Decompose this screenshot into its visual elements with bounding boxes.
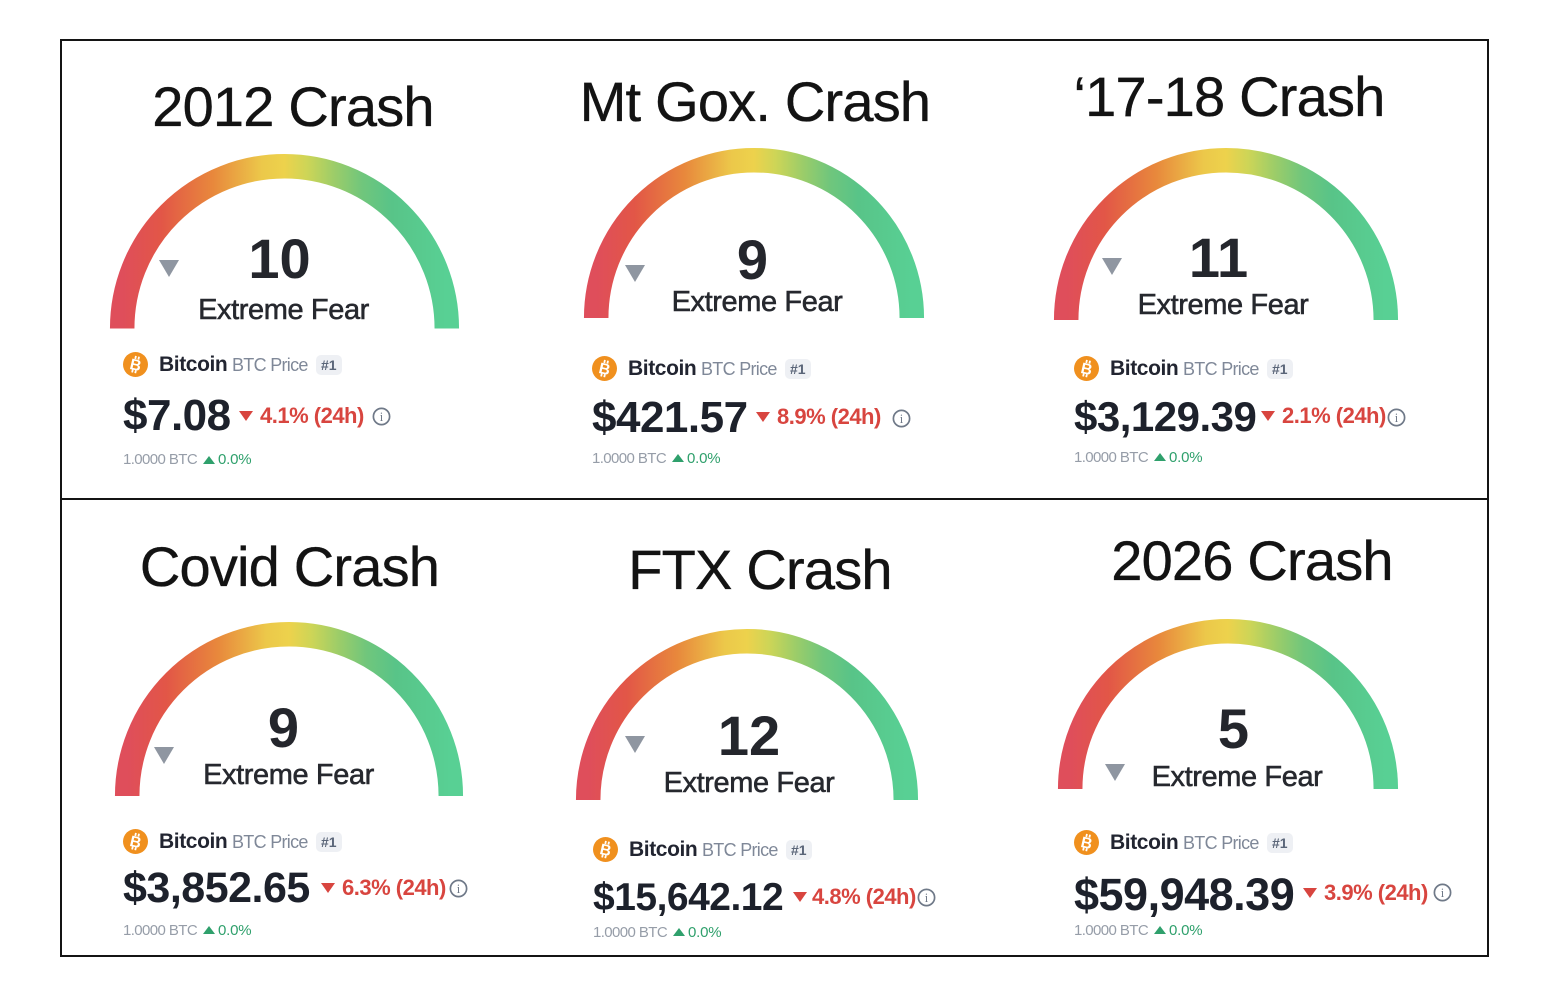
svg-text:i: i <box>924 891 928 905</box>
svg-text:B: B <box>1079 360 1094 379</box>
svg-text:B: B <box>128 356 143 375</box>
svg-text:i: i <box>899 412 903 426</box>
svg-text:B: B <box>128 833 143 852</box>
svg-text:i: i <box>1440 886 1444 900</box>
svg-text:i: i <box>456 882 460 896</box>
svg-text:B: B <box>598 841 613 860</box>
svg-text:i: i <box>379 410 383 424</box>
svg-text:i: i <box>1394 411 1398 425</box>
svg-text:B: B <box>1079 834 1094 853</box>
svg-text:B: B <box>597 360 612 379</box>
